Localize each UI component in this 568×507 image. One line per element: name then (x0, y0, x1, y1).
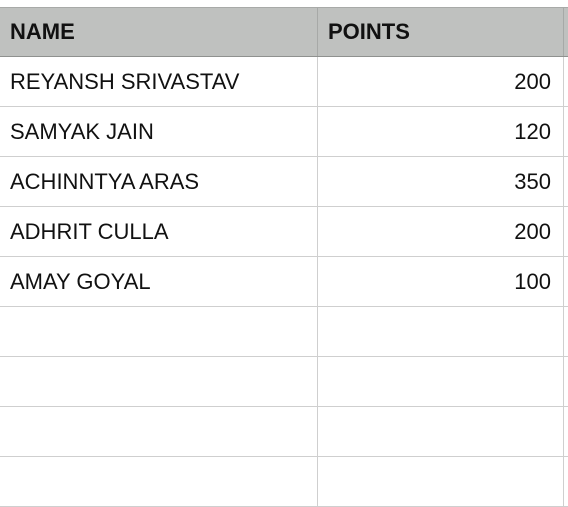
name-cell[interactable] (0, 357, 318, 406)
extra-cell[interactable] (564, 357, 568, 406)
column-header-extra[interactable] (564, 8, 568, 56)
extra-cell[interactable] (564, 307, 568, 356)
extra-cell[interactable] (564, 407, 568, 456)
points-cell[interactable] (318, 457, 564, 506)
name-cell[interactable]: REYANSH SRIVASTAV (0, 57, 318, 106)
extra-cell[interactable] (564, 207, 568, 256)
points-cell[interactable]: 100 (318, 257, 564, 306)
name-cell[interactable] (0, 307, 318, 356)
table-row: AMAY GOYAL 100 (0, 257, 568, 307)
column-header-points[interactable]: POINTS (318, 8, 564, 56)
extra-cell[interactable] (564, 157, 568, 206)
points-cell[interactable] (318, 407, 564, 456)
name-cell[interactable]: ACHINNTYA ARAS (0, 157, 318, 206)
extra-cell[interactable] (564, 107, 568, 156)
extra-cell[interactable] (564, 57, 568, 106)
table-row (0, 357, 568, 407)
table-header-row: NAME POINTS (0, 7, 568, 57)
name-cell[interactable]: AMAY GOYAL (0, 257, 318, 306)
extra-cell[interactable] (564, 257, 568, 306)
table-row (0, 457, 568, 507)
table-row: ACHINNTYA ARAS 350 (0, 157, 568, 207)
name-cell[interactable]: SAMYAK JAIN (0, 107, 318, 156)
points-cell[interactable] (318, 357, 564, 406)
points-cell[interactable]: 200 (318, 207, 564, 256)
table-row: SAMYAK JAIN 120 (0, 107, 568, 157)
extra-cell[interactable] (564, 457, 568, 506)
name-cell[interactable] (0, 407, 318, 456)
table-row (0, 307, 568, 357)
name-cell[interactable] (0, 457, 318, 506)
name-cell[interactable]: ADHRIT CULLA (0, 207, 318, 256)
table-row: ADHRIT CULLA 200 (0, 207, 568, 257)
column-header-name[interactable]: NAME (0, 8, 318, 56)
points-cell[interactable]: 350 (318, 157, 564, 206)
points-cell[interactable]: 200 (318, 57, 564, 106)
points-cell[interactable] (318, 307, 564, 356)
table-row (0, 407, 568, 457)
points-cell[interactable]: 120 (318, 107, 564, 156)
table-row: REYANSH SRIVASTAV 200 (0, 57, 568, 107)
